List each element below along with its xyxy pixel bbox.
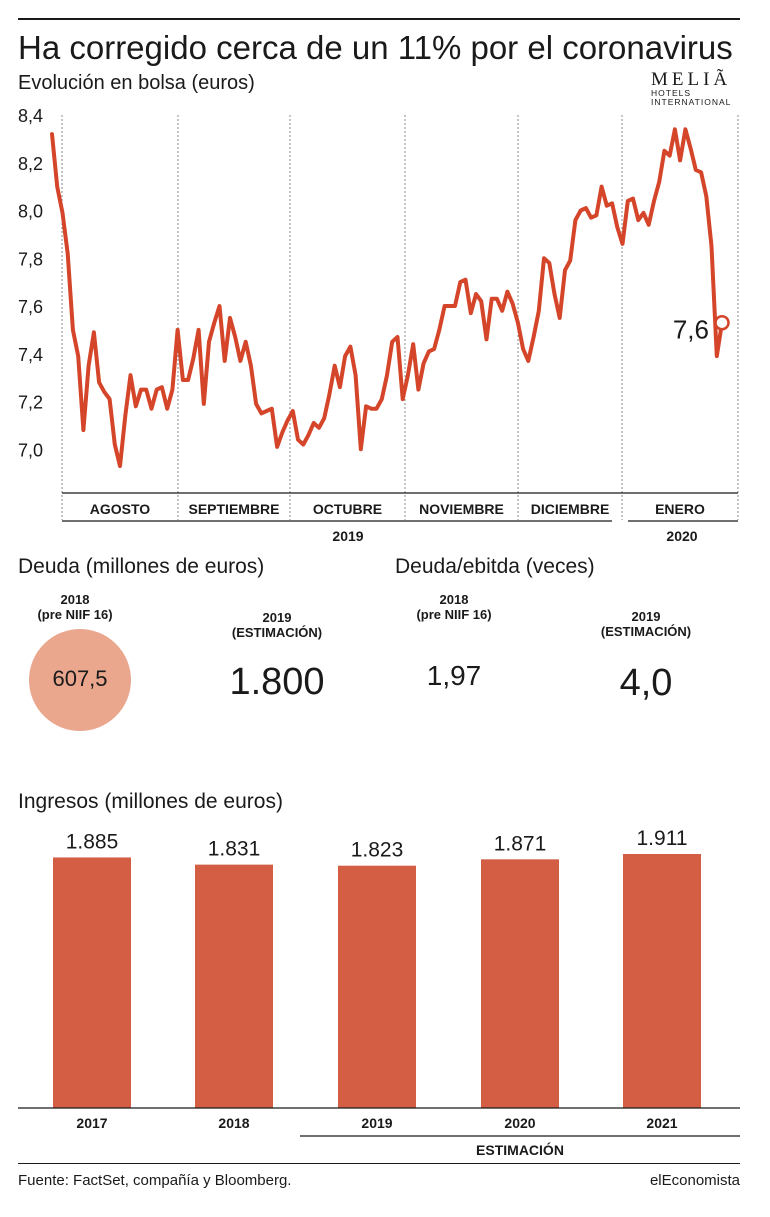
ratio-2018-label: 2018 (pre NIIF 16) [416,592,492,622]
stock-price-line [50,127,724,468]
revenue-bar [623,854,701,1108]
y-tick-label: 7,4 [18,345,43,365]
revenue-bar [338,865,416,1108]
debt-2018-bubble [29,629,131,731]
month-label: NOVIEMBRE [419,501,504,517]
y-tick-label: 7,2 [18,393,43,413]
logo-line-1: MELIÃ [651,69,732,90]
ratio-2018-value: 1,97 [426,660,482,691]
logo-line-2: HOTELS [651,88,692,98]
debt-ebitda-title: Deuda/ebitda (veces) [395,555,595,578]
bar-value-label: 1.823 [351,839,404,862]
line-chart-subtitle: Evolución en bolsa (euros) [18,72,255,94]
y-tick-label: 7,0 [18,440,43,460]
year-label: 2019 [332,528,363,544]
stock-line-chart: 8,4 8,2 8,0 7,8 7,6 7,4 7,2 7,0 AGOSTO SEPTIEMBRE… [18,106,739,544]
bar-category-label: 2017 [76,1115,107,1131]
month-label: SEPTIEMBRE [188,501,279,517]
revenue-bar [53,857,131,1108]
bar-value-label: 1.831 [208,838,261,861]
source-note: Fuente: FactSet, compañía y Bloomberg. [18,1172,292,1189]
revenue-title: Ingresos (millones de euros) [18,790,283,813]
top-rule [18,18,740,20]
debt-2018-value: 607,5 [52,666,108,691]
month-label: ENERO [655,501,705,517]
logo-line-3: INTERNATIONAL [651,96,732,107]
page-title: Ha corregido cerca de un 11% por el coro… [18,29,733,66]
bar-value-label: 1.885 [66,830,119,853]
y-tick-label: 7,8 [18,249,43,269]
debt-title: Deuda (millones de euros) [18,555,265,578]
revenue-bar [195,864,273,1108]
bar-category-label: 2020 [504,1115,535,1131]
debt-2019-label: 2019 (ESTIMACIÓN) [231,610,323,640]
ratio-2019-label: 2019 (ESTIMACIÓN) [600,609,692,639]
bar-value-label: 1.911 [637,827,688,850]
brand-name: elEconomista [649,1172,740,1189]
y-tick-label: 8,4 [18,106,43,126]
footer-rule [18,1163,740,1164]
bar-value-label: 1.871 [494,832,547,855]
y-tick-label: 8,0 [18,202,43,222]
end-value-label: 7,6 [673,315,709,345]
ratio-2019-value: 4,0 [619,662,673,704]
y-tick-label: 8,2 [18,154,43,174]
bar-category-label: 2018 [218,1115,249,1131]
y-tick-label: 7,6 [18,297,43,317]
bar-category-label: 2021 [646,1115,677,1131]
bar-category-label: 2019 [361,1115,392,1131]
year-label: 2020 [666,528,697,544]
month-label: OCTUBRE [313,501,382,517]
revenue-bar [481,859,559,1108]
debt-2018-label: 2018 (pre NIIF 16) [37,592,113,622]
end-point-marker [714,314,730,331]
melia-logo: MELIÃ HOTELS INTERNATIONAL [651,70,741,106]
month-label: AGOSTO [90,501,151,517]
month-label: DICIEMBRE [531,501,610,517]
debt-2019-value: 1.800 [229,661,325,703]
estimate-label: ESTIMACIÓN [476,1141,564,1158]
